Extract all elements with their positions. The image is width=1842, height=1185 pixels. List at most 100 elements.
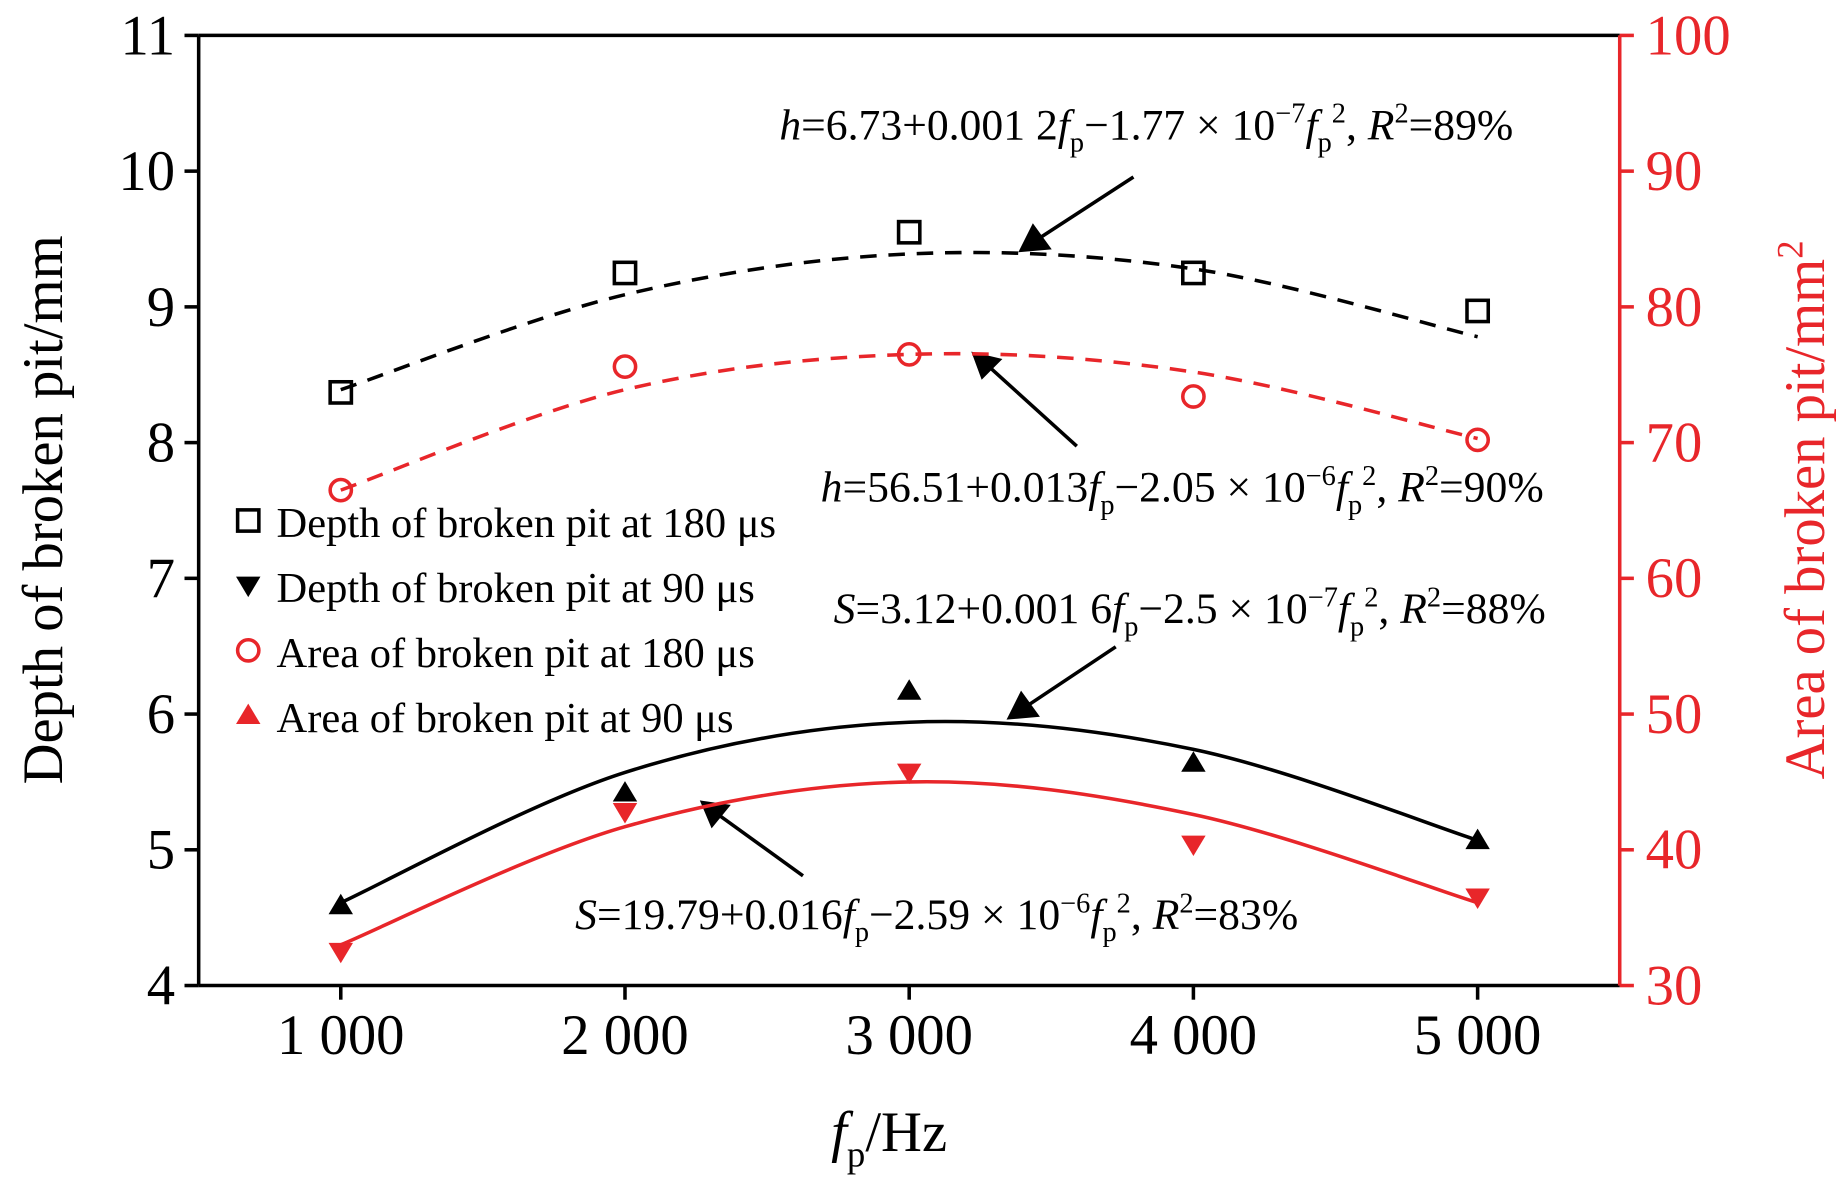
arrow-head	[971, 351, 1003, 380]
arrow	[988, 365, 1078, 448]
marker	[328, 942, 353, 964]
text-run: p	[1100, 490, 1114, 521]
text-run: =56.51+0.013	[843, 464, 1089, 512]
marker	[1465, 828, 1490, 850]
text-run: Depth of broken pit/mm	[13, 235, 75, 784]
y-tick-label: 8	[147, 412, 175, 474]
marker	[896, 763, 922, 785]
text-run: 2	[1117, 888, 1131, 919]
trend-line	[340, 250, 1479, 392]
marker	[1465, 298, 1491, 324]
text-run: h	[821, 464, 843, 512]
legend-marker	[235, 508, 261, 533]
y-tick-label: 9	[147, 277, 175, 339]
arrow	[716, 812, 805, 878]
text-run: Area of broken pit/mm	[1775, 259, 1837, 780]
marker	[896, 679, 922, 700]
marker	[612, 781, 638, 802]
y-tick-label: 5	[147, 820, 175, 882]
text-run: =88%	[1441, 585, 1546, 633]
y2-tick-label: 30	[1646, 955, 1703, 1017]
text-run: ,	[1376, 464, 1398, 512]
marker	[1181, 835, 1206, 857]
arrow-head	[1018, 223, 1052, 253]
text-run: =6.73+0.001 2	[801, 101, 1058, 149]
annotation: S=3.12+0.001 6fp−2.5 × 10−7fp2, R2=88%	[834, 583, 1546, 643]
x-axis-label: fp/Hz	[831, 1102, 947, 1175]
y-axis-label: Depth of broken pit/mm	[13, 235, 75, 784]
x-tick-label: 5 000	[1414, 1005, 1541, 1067]
y2-tick-label: 40	[1646, 820, 1703, 882]
marker	[896, 219, 922, 245]
x-tick-label: 3 000	[845, 1005, 972, 1067]
text-run: =3.12+0.001 6	[855, 585, 1112, 633]
arrow-head	[1006, 690, 1040, 720]
text-run: p	[1350, 611, 1364, 642]
marker	[612, 803, 638, 824]
x-tick-label: 4 000	[1130, 1005, 1257, 1067]
text-run: p	[847, 1134, 865, 1175]
text-run: p	[1070, 128, 1084, 159]
text-run: −2.59 × 10	[869, 891, 1060, 939]
text-run: p	[1318, 128, 1332, 159]
y2-tick-label: 90	[1646, 141, 1703, 203]
text-run: ,	[1378, 585, 1400, 633]
y2-tick-label: 70	[1646, 412, 1703, 474]
legend-marker	[236, 703, 261, 725]
text-run: p	[1348, 490, 1362, 521]
y-tick-label: 4	[147, 955, 175, 1017]
legend-label: Area of broken pit at 90 μs	[277, 695, 734, 742]
annotation-arrows	[699, 175, 1135, 878]
marker	[1181, 751, 1206, 772]
text-run: ,	[1346, 101, 1368, 149]
y2-tick-label: 50	[1646, 684, 1703, 746]
text-run: 2	[1394, 99, 1408, 130]
text-run: −7	[1308, 583, 1338, 614]
y-tick-label: 6	[147, 684, 175, 746]
marker	[1181, 384, 1206, 409]
text-run: 2	[1364, 583, 1378, 614]
text-run: =83%	[1194, 891, 1299, 939]
marker	[612, 354, 638, 379]
annotation: h=6.73+0.001 2fp−1.77 × 10−7fp2, R2=89%	[779, 99, 1513, 159]
text-run: S	[575, 891, 597, 939]
arrow	[1038, 175, 1135, 240]
text-run: S	[834, 585, 856, 633]
marker	[1465, 888, 1490, 909]
legend-marker	[235, 637, 261, 663]
marker	[328, 477, 354, 503]
text-run: R	[1399, 585, 1427, 633]
text-run: p	[855, 917, 869, 948]
marker	[328, 893, 353, 915]
text-run: R	[1397, 464, 1425, 512]
x-tick-label: 1 000	[277, 1005, 404, 1067]
text-run: −6	[1060, 888, 1090, 919]
y2-tick-label: 100	[1646, 5, 1731, 67]
text-run: 2	[1362, 461, 1376, 492]
annotation: S=19.79+0.016fp−2.59 × 10−6fp2, R2=83%	[575, 888, 1298, 948]
text-run: 2	[1769, 240, 1810, 258]
arrow	[1026, 645, 1117, 708]
marker	[612, 260, 638, 286]
text-run: ,	[1131, 891, 1153, 939]
marker	[1465, 427, 1491, 453]
text-run: −2.05 × 10	[1115, 464, 1306, 512]
trend-line	[340, 719, 1479, 905]
text-run: =90%	[1439, 464, 1544, 512]
marker	[1181, 260, 1206, 286]
text-run: p	[1103, 917, 1117, 948]
legend-marker	[236, 576, 261, 598]
text-run: −6	[1306, 461, 1336, 492]
text-run: p	[1124, 611, 1138, 642]
text-run: −2.5 × 10	[1138, 585, 1307, 633]
text-run: 2	[1332, 99, 1346, 130]
marker	[896, 341, 922, 367]
text-run: 2	[1427, 583, 1441, 614]
y2-axis-label: Area of broken pit/mm2	[1769, 240, 1837, 779]
text-run: R	[1152, 891, 1180, 939]
legend-label: Depth of broken pit at 90 μs	[277, 565, 755, 612]
text-run: −7	[1275, 99, 1305, 130]
y-tick-label: 11	[121, 5, 176, 67]
marker	[328, 379, 354, 405]
